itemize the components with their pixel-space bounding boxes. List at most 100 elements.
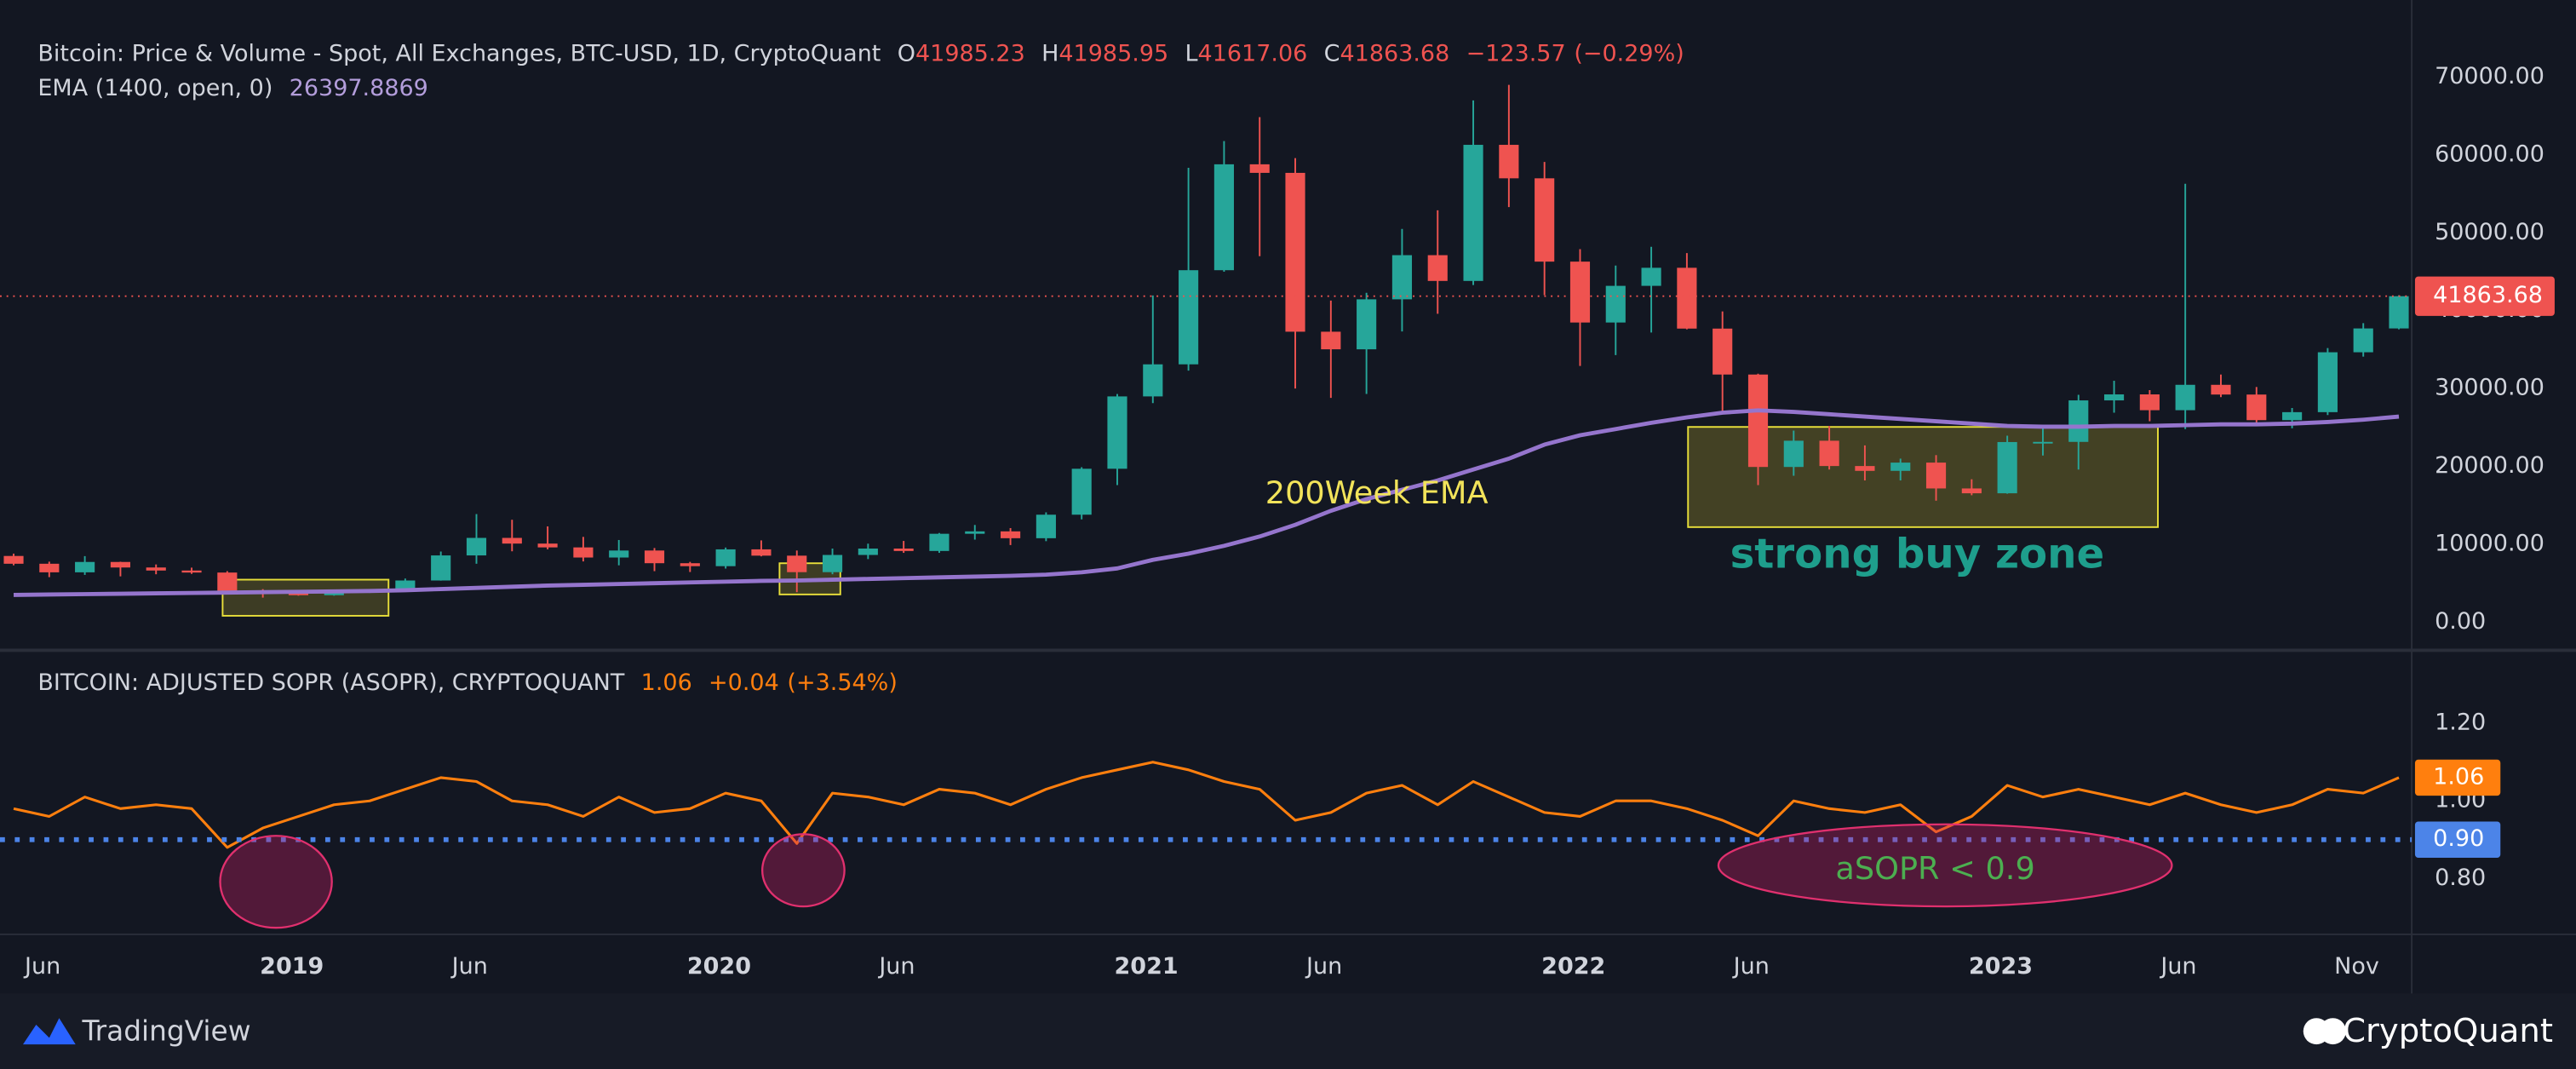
legend-key: H — [1041, 40, 1059, 66]
candle-body — [2175, 384, 2195, 411]
last-price-label: 41863.68 — [2433, 282, 2543, 308]
footer-bar — [0, 993, 2576, 1069]
x-tick-label: Jun — [23, 953, 60, 980]
candle-body — [751, 549, 772, 556]
legend-value: 41985.95 — [1059, 40, 1168, 66]
x-tick-label: 2021 — [1115, 953, 1179, 980]
candle-body — [431, 555, 451, 581]
candle-body — [324, 592, 344, 595]
annotation: 200Week EMA — [1265, 474, 1489, 511]
x-tick-label: Jun — [1305, 953, 1342, 980]
y-tick-label: 0.80 — [2435, 865, 2486, 891]
legend-change: (+3.54%) — [787, 669, 897, 695]
candle-body — [1285, 172, 1305, 332]
candle-body — [3, 555, 24, 564]
highlight-ellipse — [219, 835, 333, 929]
x-tick-label: 2020 — [687, 953, 751, 980]
y-tick-label: 50000.00 — [2435, 219, 2544, 245]
last-value-tag — [2414, 759, 2501, 796]
candle-body — [715, 549, 736, 566]
level-label: 0.90 — [2433, 825, 2484, 852]
price-pane — [3, 84, 2409, 617]
candle-body — [1677, 267, 1697, 329]
logo-icon — [2320, 1018, 2346, 1045]
candle-body — [929, 533, 950, 551]
candle-body — [1463, 145, 1483, 281]
candle-body — [2103, 394, 2125, 401]
candle-body — [1605, 285, 1626, 323]
last-price-tag — [2414, 276, 2555, 316]
legend-key: L — [1185, 40, 1197, 66]
legend: BITCOIN: ADJUSTED SOPR (ASOPR), CRYPTOQU… — [37, 669, 898, 695]
asopr-pane — [13, 761, 2400, 849]
x-tick-label: Jun — [450, 953, 488, 980]
candle-body — [2282, 411, 2303, 421]
candle-body — [2389, 296, 2409, 329]
legend-value: 41863.68 — [1340, 40, 1449, 66]
cryptoquant-logo: CryptoQuant — [2303, 1012, 2553, 1050]
annotation: aSOPR < 0.9 — [1835, 850, 2034, 887]
candle-body — [1179, 270, 1199, 365]
candle-body — [2353, 328, 2373, 353]
candle-body — [1143, 364, 1163, 397]
asopr-line — [13, 761, 2400, 849]
candle-body — [1391, 255, 1413, 300]
candle-body — [537, 543, 558, 548]
candle-body — [644, 550, 665, 564]
y-tick-label: 10000.00 — [2435, 530, 2544, 556]
x-tick-label: 2019 — [260, 953, 324, 980]
candle-body — [39, 563, 60, 572]
candle-body — [1249, 164, 1270, 173]
legend-value: 26397.8869 — [290, 75, 428, 101]
footer-left: TradingView — [81, 1015, 250, 1048]
y-tick-label: 70000.00 — [2435, 63, 2544, 89]
candle-body — [1855, 466, 1875, 471]
y-tick-label: 60000.00 — [2435, 141, 2544, 167]
candle-body — [75, 561, 95, 572]
legend: EMA (1400, open, 0) 26397.8869 — [37, 75, 427, 101]
legend-value: 1.06 — [641, 669, 692, 695]
candle-body — [965, 531, 985, 534]
candle-body — [181, 570, 202, 573]
candle-body — [1036, 514, 1056, 538]
candle-body — [217, 572, 238, 591]
candle-body — [1427, 255, 1448, 281]
candle-body — [1925, 463, 1947, 489]
candle-body — [1713, 328, 1733, 375]
ema-line — [13, 408, 2400, 597]
legend-key: O — [898, 40, 915, 66]
candle-body — [609, 550, 629, 558]
x-tick-label: 2022 — [1541, 953, 1605, 980]
candle-body — [787, 555, 807, 572]
candle-body — [893, 549, 914, 551]
candle-body — [466, 537, 487, 556]
candle-body — [1641, 267, 1661, 286]
candle-body — [1107, 396, 1127, 469]
annotation: strong buy zone — [1730, 531, 2105, 578]
candle-body — [1001, 531, 1021, 538]
candle-body — [1997, 441, 2017, 494]
legend-series: EMA (1400, open, 0) — [37, 75, 273, 101]
candle-body — [146, 567, 166, 571]
legend: Bitcoin: Price & Volume - Spot, All Exch… — [37, 40, 1684, 66]
candle-body — [573, 547, 594, 558]
level-tag — [2414, 821, 2501, 858]
last-value-label: 1.06 — [2433, 763, 2484, 790]
candle-body — [1961, 488, 1982, 494]
overlay: 200Week EMA strong buy zone aSOPR < 0.9 — [219, 474, 2173, 929]
candle-body — [395, 580, 416, 590]
pane-title: BITCOIN: ADJUSTED SOPR (ASOPR), CRYPTOQU… — [37, 669, 624, 695]
y-tick-label: 20000.00 — [2435, 452, 2544, 479]
candle-body — [2317, 352, 2338, 412]
x-tick-label: Jun — [877, 953, 915, 980]
y-tick-label: 1.20 — [2435, 710, 2486, 736]
candle-body — [1321, 331, 1341, 350]
candle-body — [1213, 164, 1234, 271]
candle-body — [1569, 262, 1591, 323]
candle-body — [1747, 374, 1769, 468]
candle-body — [1535, 178, 1555, 262]
candle-body — [2033, 441, 2053, 444]
